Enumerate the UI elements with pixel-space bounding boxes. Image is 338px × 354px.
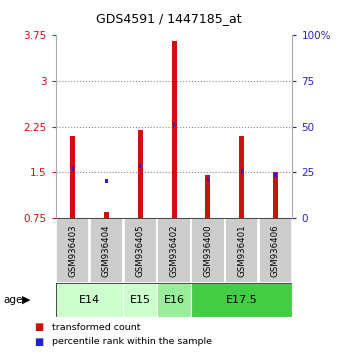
Text: E14: E14 bbox=[79, 295, 100, 305]
Text: age: age bbox=[3, 295, 23, 305]
Bar bbox=[138, 130, 143, 218]
Text: GSM936403: GSM936403 bbox=[68, 224, 77, 277]
Text: GSM936406: GSM936406 bbox=[271, 224, 280, 277]
Bar bbox=[207, 177, 209, 181]
Bar bbox=[139, 164, 141, 168]
Bar bbox=[90, 218, 123, 283]
Text: GSM936404: GSM936404 bbox=[102, 224, 111, 277]
Text: transformed count: transformed count bbox=[52, 323, 141, 332]
Bar bbox=[225, 218, 258, 283]
Bar bbox=[241, 169, 243, 173]
Bar bbox=[123, 218, 157, 283]
Bar bbox=[239, 136, 244, 218]
Bar bbox=[123, 283, 157, 317]
Text: E15: E15 bbox=[130, 295, 151, 305]
Text: GDS4591 / 1447185_at: GDS4591 / 1447185_at bbox=[96, 12, 242, 25]
Bar bbox=[274, 173, 276, 177]
Text: ■: ■ bbox=[34, 337, 43, 347]
Bar bbox=[56, 283, 123, 317]
Text: ▶: ▶ bbox=[22, 295, 31, 305]
Bar bbox=[171, 41, 176, 218]
Text: GSM936401: GSM936401 bbox=[237, 224, 246, 277]
Bar bbox=[157, 218, 191, 283]
Bar bbox=[104, 212, 109, 218]
Text: GSM936405: GSM936405 bbox=[136, 224, 145, 277]
Bar bbox=[259, 218, 292, 283]
Bar bbox=[273, 172, 278, 218]
Bar bbox=[173, 123, 175, 127]
Text: GSM936400: GSM936400 bbox=[203, 224, 212, 277]
Text: E16: E16 bbox=[164, 295, 185, 305]
Bar bbox=[70, 136, 75, 218]
Text: E17.5: E17.5 bbox=[226, 295, 258, 305]
Bar bbox=[56, 218, 89, 283]
Bar bbox=[157, 283, 191, 317]
Bar bbox=[105, 179, 107, 183]
Text: GSM936402: GSM936402 bbox=[170, 224, 178, 277]
Bar bbox=[191, 218, 224, 283]
Text: percentile rank within the sample: percentile rank within the sample bbox=[52, 337, 212, 346]
Bar bbox=[72, 167, 74, 171]
Text: ■: ■ bbox=[34, 322, 43, 332]
Bar bbox=[191, 283, 292, 317]
Bar bbox=[205, 175, 210, 218]
